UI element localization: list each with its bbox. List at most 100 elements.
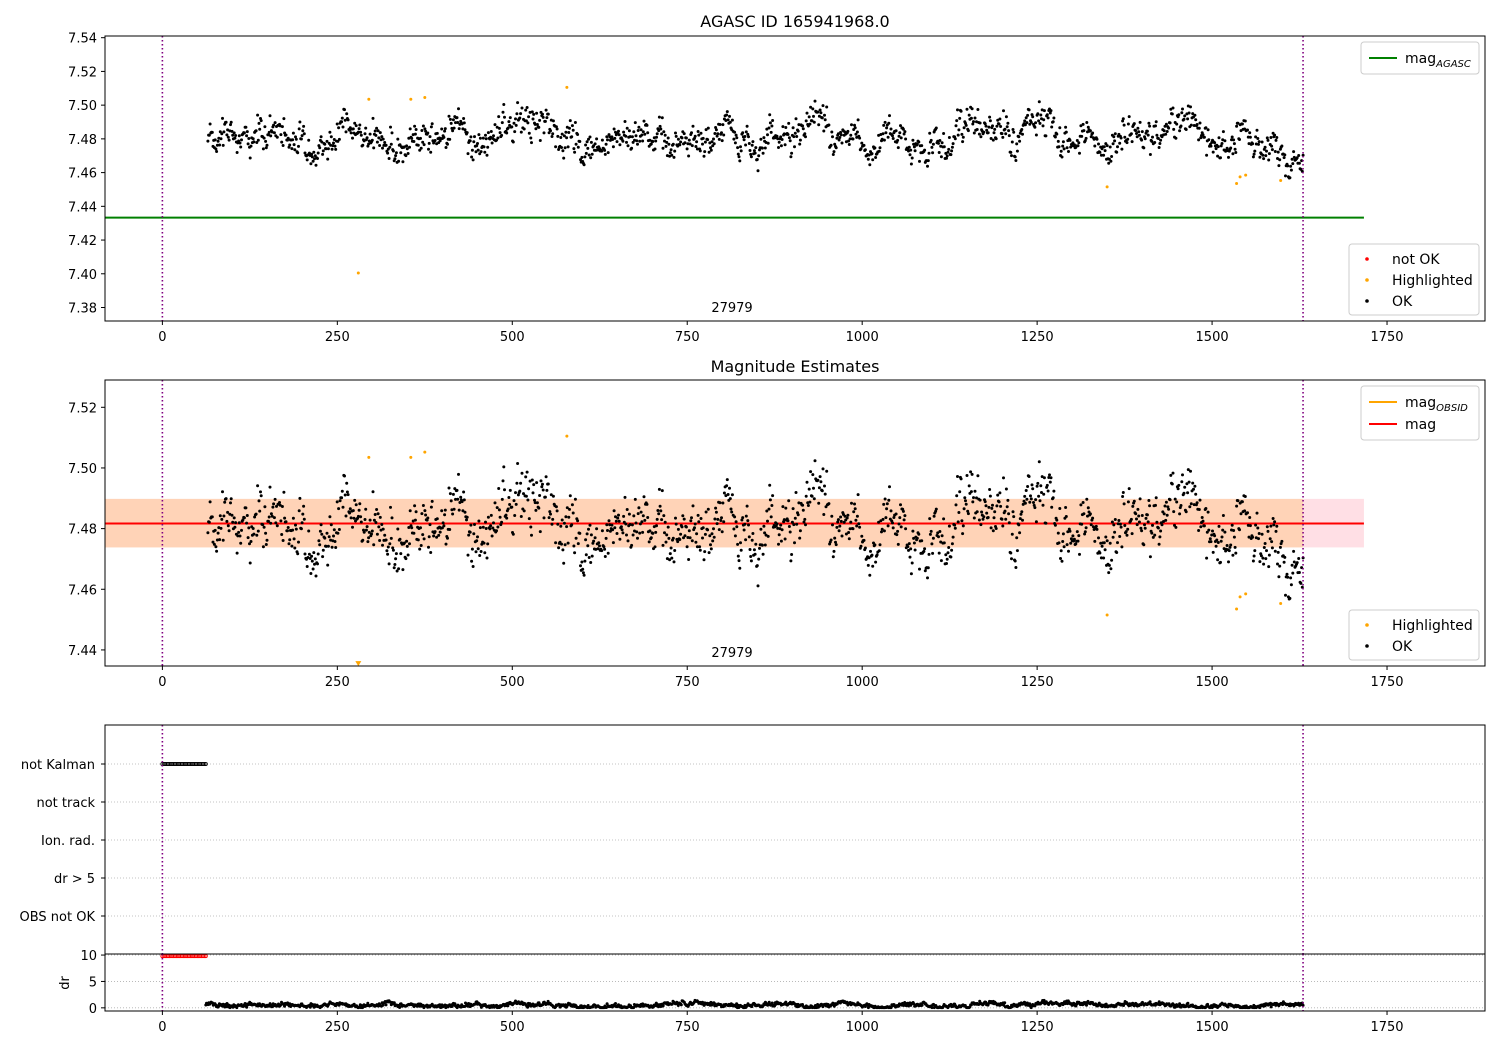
data-point bbox=[1274, 529, 1278, 533]
data-point bbox=[892, 516, 896, 519]
data-point bbox=[910, 561, 914, 565]
data-point bbox=[767, 507, 771, 511]
data-point bbox=[1138, 497, 1142, 501]
data-point bbox=[462, 498, 466, 502]
data-point bbox=[1110, 520, 1114, 524]
data-point bbox=[475, 539, 479, 543]
data-point bbox=[798, 529, 802, 533]
data-point bbox=[1042, 476, 1046, 480]
flag-point bbox=[199, 762, 204, 767]
data-point bbox=[838, 524, 842, 528]
data-point bbox=[416, 538, 420, 542]
data-point bbox=[303, 151, 307, 155]
data-point bbox=[325, 531, 329, 535]
data-point bbox=[1080, 522, 1084, 526]
data-point bbox=[1268, 537, 1272, 541]
data-point bbox=[1264, 557, 1268, 561]
data-point bbox=[241, 518, 245, 522]
data-point bbox=[383, 141, 387, 144]
data-point bbox=[641, 130, 645, 134]
data-point bbox=[611, 528, 615, 532]
estimates-panel-title: Magnitude Estimates bbox=[711, 357, 880, 376]
data-point bbox=[321, 548, 325, 552]
data-point bbox=[259, 490, 262, 494]
data-point bbox=[1144, 516, 1148, 520]
data-point bbox=[640, 520, 644, 524]
data-point bbox=[786, 519, 790, 523]
data-point bbox=[508, 488, 512, 492]
data-point bbox=[687, 138, 691, 142]
data-point bbox=[1297, 571, 1301, 574]
data-point bbox=[225, 519, 229, 523]
data-point bbox=[590, 554, 594, 558]
data-point bbox=[983, 122, 987, 126]
data-point bbox=[1265, 149, 1268, 153]
data-point bbox=[1192, 124, 1196, 127]
data-point bbox=[589, 140, 593, 144]
data-point bbox=[344, 130, 348, 134]
data-point bbox=[351, 127, 355, 131]
category-label: Ion. rad. bbox=[41, 834, 95, 849]
data-point bbox=[720, 131, 723, 135]
data-point bbox=[1170, 482, 1174, 486]
y-tick-label: 5 bbox=[89, 975, 97, 990]
data-point bbox=[719, 519, 723, 522]
data-point bbox=[1021, 518, 1024, 522]
data-point bbox=[1297, 557, 1301, 560]
data-point bbox=[988, 494, 992, 498]
data-point bbox=[669, 546, 673, 550]
data-point bbox=[465, 518, 468, 522]
data-point bbox=[421, 504, 425, 507]
data-point bbox=[1199, 525, 1203, 529]
data-point bbox=[714, 128, 718, 132]
data-point bbox=[622, 514, 626, 518]
data-point bbox=[862, 538, 866, 542]
data-point bbox=[979, 135, 983, 139]
data-point bbox=[1240, 122, 1244, 126]
data-point bbox=[806, 504, 810, 507]
data-point bbox=[859, 147, 863, 151]
data-point bbox=[1120, 545, 1124, 549]
data-point bbox=[514, 502, 518, 506]
data-point bbox=[887, 498, 891, 502]
data-point bbox=[703, 150, 707, 154]
data-point bbox=[653, 147, 657, 151]
data-point bbox=[481, 136, 485, 140]
data-point bbox=[454, 497, 457, 501]
data-point bbox=[685, 147, 689, 151]
data-point bbox=[1044, 134, 1048, 138]
data-point bbox=[220, 132, 224, 136]
data-point bbox=[279, 133, 283, 137]
data-point bbox=[681, 514, 685, 518]
data-point bbox=[647, 540, 651, 544]
data-point bbox=[486, 131, 490, 135]
data-point bbox=[330, 545, 334, 549]
data-point bbox=[617, 519, 621, 523]
data-point bbox=[363, 518, 367, 521]
data-point bbox=[1107, 563, 1111, 567]
data-point bbox=[736, 554, 740, 558]
data-point bbox=[1202, 135, 1206, 139]
data-point bbox=[704, 510, 708, 514]
data-point bbox=[674, 131, 677, 135]
data-point bbox=[831, 555, 835, 559]
data-point bbox=[1155, 133, 1159, 137]
data-point bbox=[716, 517, 720, 521]
data-point bbox=[1162, 512, 1166, 516]
data-point bbox=[377, 136, 381, 140]
data-point bbox=[1178, 512, 1182, 516]
data-point bbox=[691, 124, 695, 128]
data-point bbox=[794, 117, 798, 121]
data-point bbox=[816, 478, 820, 482]
data-point bbox=[1174, 136, 1178, 140]
flag-point bbox=[171, 954, 176, 959]
data-point bbox=[831, 153, 835, 156]
data-point bbox=[854, 518, 858, 522]
data-point bbox=[1225, 544, 1229, 547]
data-point bbox=[625, 126, 629, 130]
data-point bbox=[496, 136, 500, 140]
data-point bbox=[486, 145, 490, 149]
data-point bbox=[1071, 534, 1075, 538]
agasc-obsid-label: 27979 bbox=[711, 301, 752, 316]
data-point bbox=[268, 114, 272, 118]
